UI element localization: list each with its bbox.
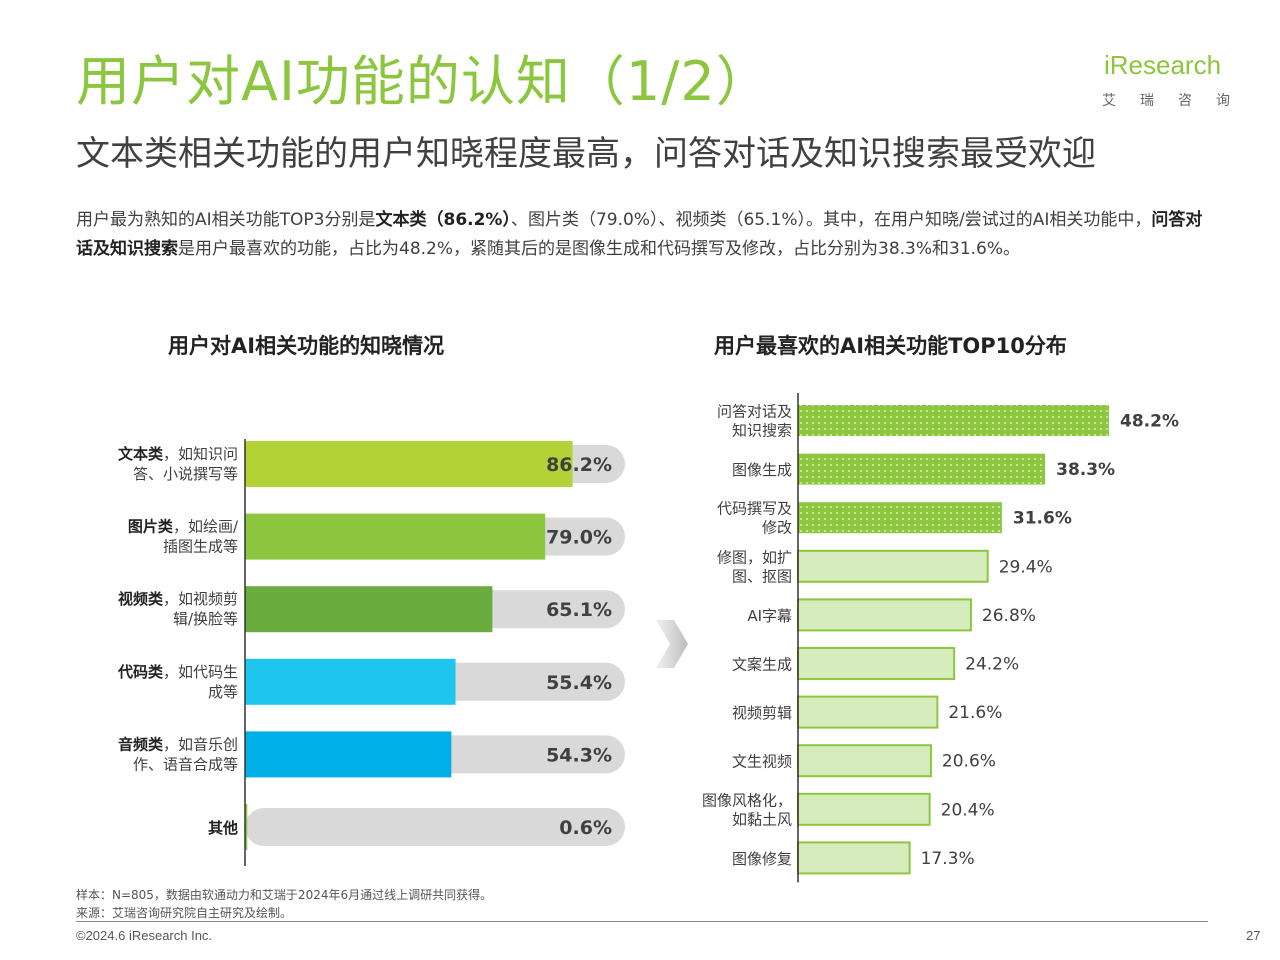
page-title: 用户对AI功能的认知（1/2） bbox=[76, 50, 771, 113]
value-label: 20.6% bbox=[942, 752, 996, 772]
category-label: 知识搜索 bbox=[732, 422, 792, 440]
data-bar bbox=[245, 586, 493, 633]
description-paragraph: 用户最为熟知的AI相关功能TOP3分别是文本类（86.2%）、图片类（79.0%… bbox=[76, 206, 1216, 264]
category-label: 视频剪辑 bbox=[732, 704, 792, 722]
category-label: 如黏土风 bbox=[732, 810, 792, 828]
value-label: 24.2% bbox=[965, 655, 1019, 675]
category-label: 视频类，如视频剪 bbox=[118, 590, 238, 608]
category-label-line2: 答、小说撰写等 bbox=[133, 465, 238, 483]
highlight-bar bbox=[798, 453, 1046, 485]
category-label-line2: 成等 bbox=[208, 683, 238, 701]
value-label: 29.4% bbox=[999, 557, 1053, 577]
value-label: 31.6% bbox=[1013, 509, 1072, 529]
value-label: 0.6% bbox=[559, 817, 612, 839]
chart2-title: 用户最喜欢的AI相关功能TOP10分布 bbox=[714, 334, 1067, 358]
highlight-bar bbox=[798, 405, 1109, 436]
page-number: 27 bbox=[1246, 928, 1261, 943]
category-label: 代码类，如代码生 bbox=[117, 663, 238, 681]
track-bar bbox=[245, 808, 625, 846]
category-label-line2: 作、语音合成等 bbox=[133, 755, 238, 773]
value-label: 65.1% bbox=[546, 599, 612, 621]
category-label: 代码撰写及 bbox=[717, 500, 792, 518]
category-label-line2: 插图生成等 bbox=[163, 538, 238, 556]
data-bar bbox=[797, 792, 931, 826]
value-label: 38.3% bbox=[1056, 460, 1115, 480]
data-bar bbox=[245, 804, 248, 850]
value-label: 21.6% bbox=[948, 703, 1002, 723]
category-label: 图、抠图 bbox=[732, 567, 792, 585]
category-label: AI字幕 bbox=[747, 607, 792, 625]
data-bar bbox=[245, 513, 546, 560]
category-label: 文案生成 bbox=[732, 656, 792, 674]
value-label: 48.2% bbox=[1120, 412, 1179, 432]
transition-arrow-icon bbox=[656, 620, 688, 668]
category-label: 问答对话及 bbox=[717, 403, 792, 421]
logo-wordmark: iResearch bbox=[1104, 50, 1222, 80]
value-label: 17.3% bbox=[921, 849, 975, 869]
desc-text-2: 、图片类（79.0%）、视频类（65.1%）。其中，在用户知晓/尝试过的AI相关… bbox=[510, 210, 1152, 230]
category-label: 文本类，如知识问 bbox=[118, 445, 238, 463]
data-bar bbox=[245, 731, 452, 778]
source-note: 来源：艾瑞咨询研究院自主研究及绘制。 bbox=[76, 906, 293, 920]
data-bar bbox=[797, 598, 972, 632]
category-label: 图像修复 bbox=[732, 850, 792, 868]
data-bar bbox=[797, 549, 989, 583]
desc-bold-1: 文本类（86.2%） bbox=[375, 210, 511, 230]
page-subtitle: 文本类相关功能的用户知晓程度最高，问答对话及知识搜索最受欢迎 bbox=[76, 134, 1096, 174]
data-bar bbox=[797, 744, 932, 778]
category-label: 音频类，如音乐创 bbox=[118, 735, 238, 753]
desc-text-1: 用户最为熟知的AI相关功能TOP3分别是 bbox=[76, 210, 376, 230]
chart1-title: 用户对AI相关功能的知晓情况 bbox=[168, 334, 445, 358]
category-label: 修改 bbox=[762, 519, 792, 537]
data-bar bbox=[797, 841, 911, 875]
desc-text-3: 是用户最喜欢的功能，占比为48.2%，紧随其后的是图像生成和代码撰写及修改，占比… bbox=[178, 239, 1021, 259]
iresearch-logo: iResearch 艾瑞咨询 bbox=[1100, 40, 1250, 112]
highlight-bar bbox=[798, 502, 1002, 534]
copyright: ©2024.6 iResearch Inc. bbox=[76, 928, 213, 943]
value-label: 55.4% bbox=[546, 672, 612, 694]
data-bar bbox=[245, 441, 573, 487]
data-bar bbox=[797, 695, 939, 729]
value-label: 79.0% bbox=[546, 527, 612, 549]
value-label: 20.4% bbox=[941, 800, 995, 820]
value-label: 86.2% bbox=[546, 454, 612, 476]
category-label: 图片类，如绘画/ bbox=[128, 518, 239, 536]
favorite-function-bar-chart: 48.2% 问答对话及知识搜索 38.3% 图像生成 31.6% 代码撰写及修改 29.4%… bbox=[702, 393, 1179, 883]
sample-note: 样本：N=805，数据由软通动力和艾瑞于2024年6月通过线上调研共同获得。 bbox=[76, 888, 493, 902]
logo-banner-shape bbox=[1120, 42, 1242, 84]
category-label: 图像风格化， bbox=[702, 791, 792, 809]
value-label: 54.3% bbox=[546, 744, 612, 766]
logo-chinese: 艾瑞咨询 bbox=[1102, 93, 1254, 109]
data-bar bbox=[245, 658, 456, 705]
category-label: 文生视频 bbox=[732, 753, 792, 771]
category-label: 图像生成 bbox=[732, 461, 792, 479]
value-label: 26.8% bbox=[982, 606, 1036, 626]
category-label: 其他 bbox=[208, 819, 238, 837]
desc-bold-2: 问答对话及知识搜索 bbox=[76, 210, 1203, 259]
category-label-line2: 辑/换脸等 bbox=[173, 610, 238, 628]
footer-divider bbox=[76, 921, 1208, 922]
data-bar bbox=[797, 647, 956, 680]
category-label: 修图，如扩 bbox=[717, 548, 792, 566]
